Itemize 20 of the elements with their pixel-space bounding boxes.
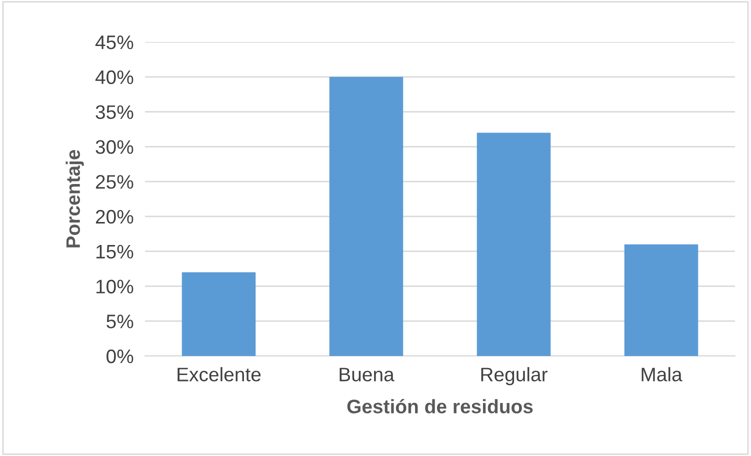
y-tick-label: 10%: [96, 280, 134, 294]
x-tick-label: Mala: [642, 367, 682, 382]
x-tick-label: Regular: [481, 367, 548, 386]
y-tick-label: 0%: [106, 349, 134, 364]
y-tick-label: 45%: [95, 36, 134, 50]
x-axis-title: Gestión de residuos: [347, 398, 533, 414]
bar: [182, 272, 256, 356]
y-tick-label: 35%: [96, 105, 134, 120]
y-tick-label: 20%: [96, 210, 134, 224]
y-tick-label: 5%: [106, 314, 134, 328]
bar: [329, 76, 404, 356]
x-tick-label: Buena: [340, 368, 394, 382]
y-axis-title: Porcentaje: [66, 150, 84, 248]
y-tick-label: 30%: [96, 140, 134, 154]
bar: [476, 132, 551, 356]
y-tick-label: 40%: [95, 70, 134, 84]
x-tick-label: Excelente: [178, 367, 261, 382]
bar: [624, 244, 698, 356]
y-tick-label: 25%: [96, 175, 134, 189]
y-tick-label: 15%: [96, 244, 134, 259]
